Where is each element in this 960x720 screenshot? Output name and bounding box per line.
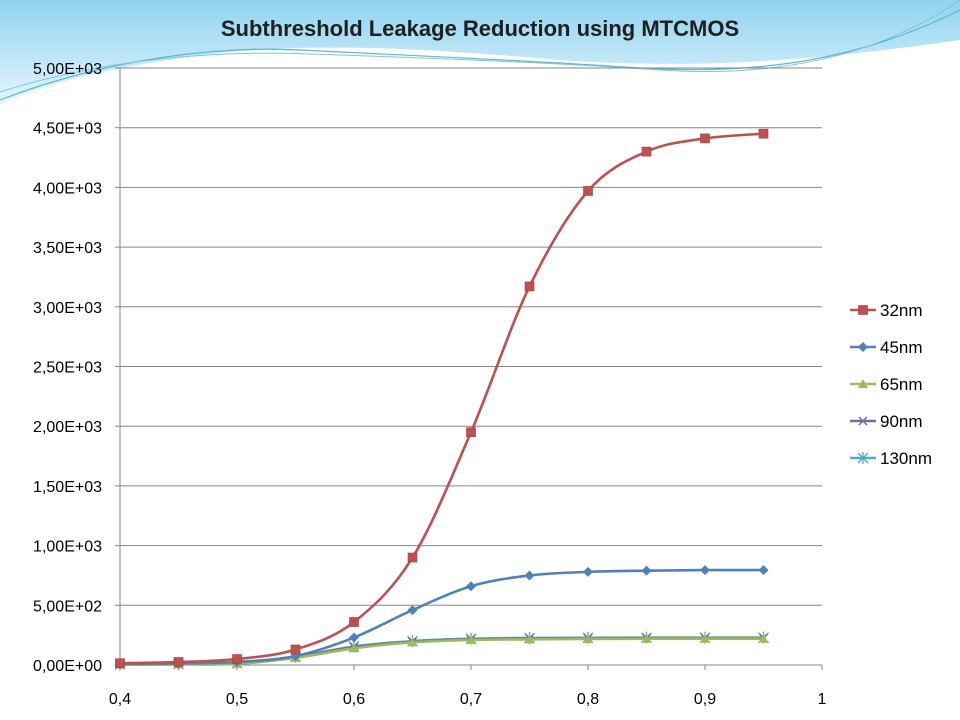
legend-label: 45nm	[880, 338, 923, 357]
data-point-32nm	[758, 128, 769, 139]
legend-item-130nm: 130nm	[850, 449, 932, 468]
y-tick-label: 3,00E+03	[33, 300, 102, 317]
x-tick-label: 0,7	[460, 691, 482, 708]
x-tick-label: 0,5	[226, 691, 248, 708]
data-point-65nm	[758, 633, 769, 643]
data-point-45nm	[349, 632, 359, 643]
data-point-45nm	[700, 565, 710, 576]
data-point-32nm	[290, 644, 301, 655]
data-point-65nm	[700, 633, 710, 643]
y-tick-label: 2,00E+03	[33, 419, 102, 436]
data-point-65nm	[466, 634, 476, 644]
series-line-32nm	[119, 132, 764, 665]
data-point-45nm	[407, 605, 418, 616]
legend-label: 130nm	[880, 449, 932, 468]
data-point-65nm	[349, 643, 359, 653]
data-point-65nm	[407, 637, 418, 647]
data-point-32nm	[466, 427, 476, 437]
y-tick-label: 1,50E+03	[33, 479, 102, 496]
data-point-32nm	[583, 186, 593, 196]
legend-label: 32nm	[880, 301, 923, 320]
data-point-32nm	[349, 617, 359, 627]
legend-marker-65nm	[858, 379, 868, 388]
legend-item-65nm: 65nm	[850, 375, 923, 394]
chart-title: Subthreshold Leakage Reduction using MTC…	[221, 16, 739, 41]
legend-item-90nm: 90nm	[850, 412, 923, 431]
legend-item-45nm: 45nm	[850, 338, 923, 357]
data-point-32nm	[115, 658, 125, 669]
data-point-65nm	[583, 633, 593, 643]
data-point-32nm	[641, 146, 652, 157]
legend-marker-32nm	[858, 305, 868, 315]
legend-marker-45nm	[858, 342, 868, 352]
y-tick-label: 1,00E+03	[33, 539, 102, 556]
y-tick-label: 3,50E+03	[33, 240, 102, 257]
data-point-65nm	[641, 633, 652, 643]
data-point-32nm	[407, 552, 418, 563]
y-tick-label: 0,00E+00	[33, 658, 102, 675]
data-point-32nm	[232, 654, 242, 664]
data-point-45nm	[641, 565, 652, 576]
background-wave	[0, 0, 960, 105]
series-line-45nm	[119, 568, 764, 666]
y-tick-label: 4,00E+03	[33, 180, 102, 197]
legend-item-32nm: 32nm	[850, 301, 923, 320]
legend-label: 65nm	[880, 375, 923, 394]
data-point-45nm	[758, 565, 769, 576]
data-point-32nm	[173, 657, 184, 667]
y-tick-label: 5,00E+03	[33, 61, 102, 78]
data-point-45nm	[466, 581, 476, 592]
x-tick-label: 0,9	[694, 691, 716, 708]
series-line-65nm	[119, 637, 764, 666]
x-tick-label: 0,4	[109, 691, 131, 708]
y-tick-label: 2,50E+03	[33, 360, 102, 377]
plot-area: 0,00E+00 5,00E+02 1,00E+03 1,50E+03 2,00E+03…	[33, 61, 827, 708]
data-point-65nm	[524, 634, 535, 644]
data-point-45nm	[583, 566, 593, 577]
data-point-32nm	[524, 281, 535, 292]
legend-marker-90nm	[858, 416, 868, 426]
data-point-32nm	[700, 133, 710, 144]
x-tick-label: 0,6	[343, 691, 365, 708]
x-tick-label: 1	[818, 691, 827, 708]
data-point-45nm	[524, 570, 535, 581]
y-tick-label: 4,50E+03	[33, 121, 102, 138]
legend-marker-130nm	[857, 452, 869, 464]
legend: 32nm 45nm 65nm 90nm 130nm	[850, 301, 932, 468]
legend-label: 90nm	[880, 412, 923, 431]
x-tick-label: 0,8	[577, 691, 599, 708]
y-tick-label: 5,00E+02	[33, 598, 102, 615]
